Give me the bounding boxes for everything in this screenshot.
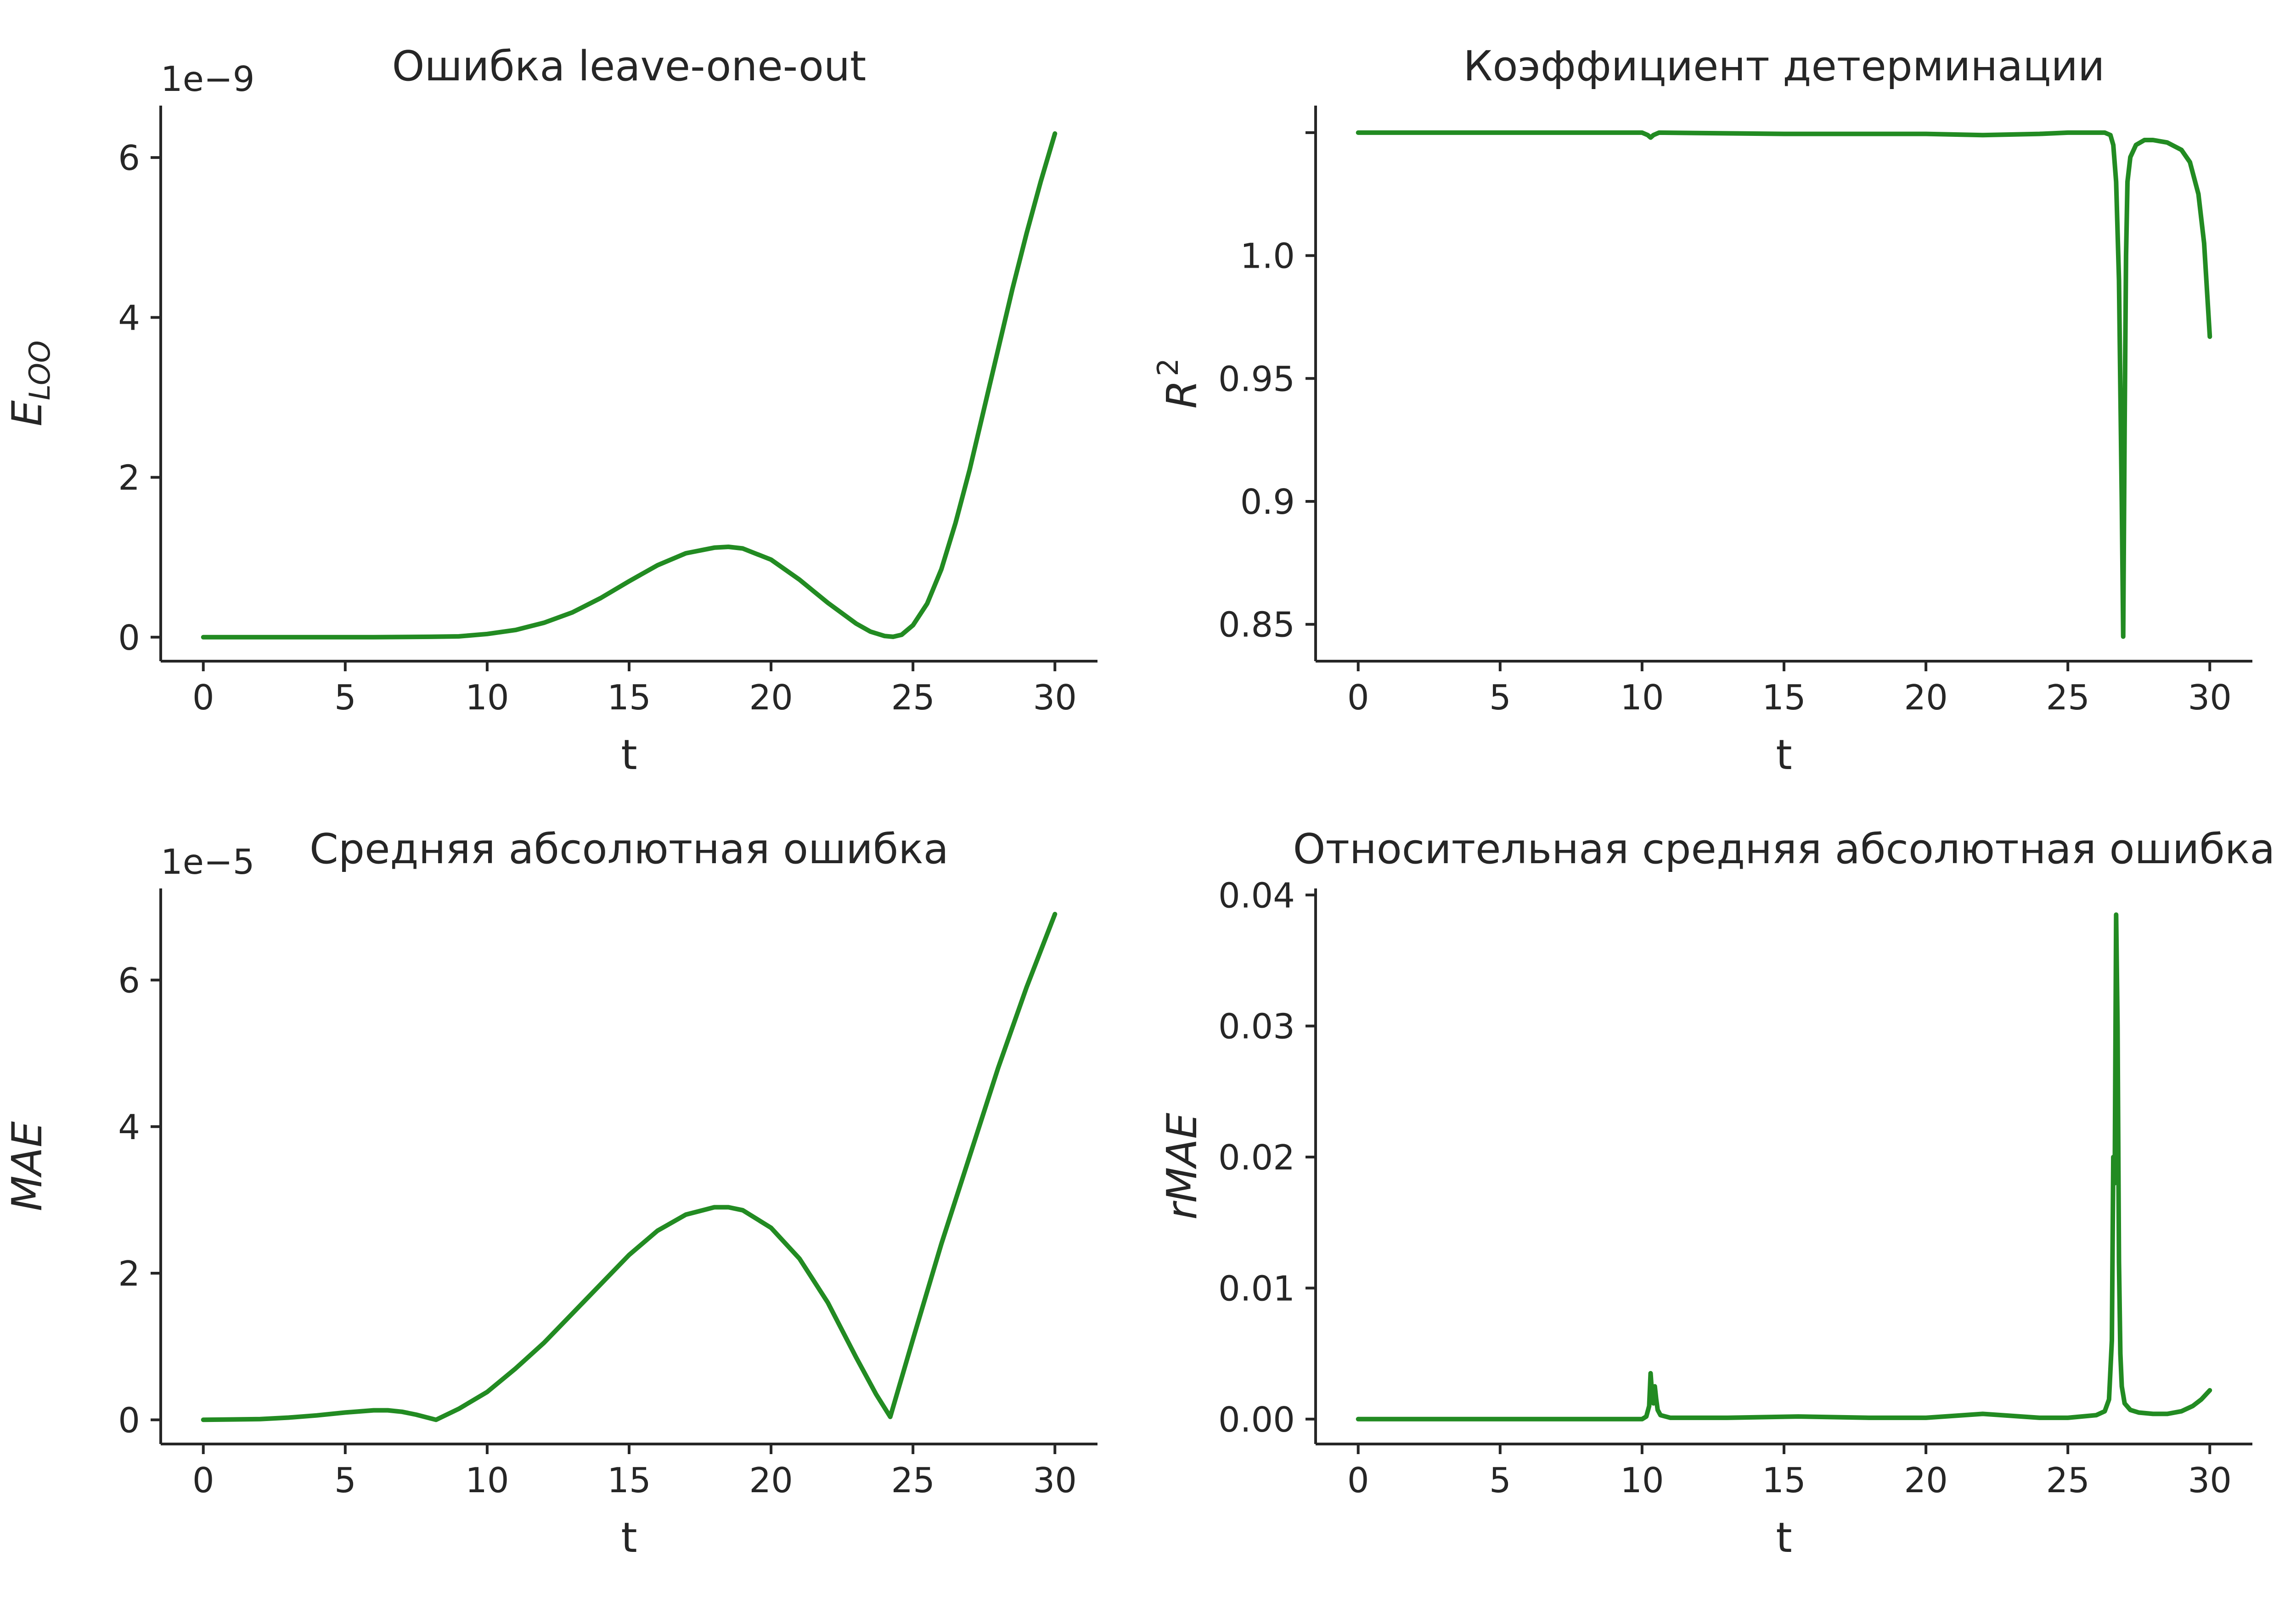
x-tick-label: 25: [2046, 1460, 2089, 1500]
x-tick-label: 5: [1489, 677, 1511, 718]
x-axis-label: t: [621, 1514, 637, 1562]
y-axis-label-subscript: LOO: [23, 340, 56, 400]
panel-loo-error: 0 5 10 15 20 25 30 0 2 4 6 Ошибка leave-one-out 1e−9…: [3, 42, 1097, 779]
x-tick-label: 20: [749, 1460, 793, 1500]
y-tick-label: 6: [118, 961, 140, 1001]
offset-label: 1e−5: [161, 842, 254, 882]
x-tick-label: 0: [192, 677, 214, 718]
x-tick-label: 25: [891, 1460, 934, 1500]
y-tick-label: 0: [118, 618, 140, 658]
x-tick-label: 25: [891, 677, 934, 718]
series-line: [201, 131, 1058, 640]
panel-mae: 0 5 10 15 20 25 30 0 2 4 6 Средняя абсолютная ошибк…: [3, 825, 1097, 1562]
panel-rmae: 0 5 10 15 20 25 30 0.00 0.01 0.02 0.03 0.04Относите…: [1158, 825, 2275, 1562]
x-tick-label: 15: [1762, 1460, 1806, 1500]
y-tick-label: 4: [118, 1107, 140, 1147]
x-tick-label: 20: [1904, 677, 1947, 718]
series-line: [201, 911, 1058, 1422]
y-tick-label: 2: [118, 1253, 140, 1294]
y-tick-label: 0.01: [1218, 1268, 1295, 1309]
chart-title: Ошибка leave-one-out: [392, 42, 867, 90]
x-tick-label: 10: [465, 1460, 509, 1500]
x-axis-label: t: [621, 731, 637, 779]
x-tick-label: 0: [192, 1460, 214, 1500]
y-axis-label: MAE: [3, 1121, 51, 1211]
x-tick-label: 30: [2188, 1460, 2232, 1500]
x-tick-label: 10: [465, 677, 509, 718]
offset-label: 1e−9: [161, 59, 254, 99]
x-tick-label: 30: [1033, 1460, 1077, 1500]
x-tick-label: 15: [607, 677, 651, 718]
x-axis-label: t: [1776, 731, 1792, 779]
x-tick-label: 25: [2046, 677, 2089, 718]
x-tick-label: 10: [1620, 677, 1664, 718]
y-tick-label: 2: [118, 458, 140, 498]
x-tick-label: 5: [1489, 1460, 1511, 1500]
y-tick-label: 6: [118, 138, 140, 178]
chart-title: Относительная средняя абсолютная ошибка: [1293, 825, 2275, 873]
y-tick-label: 0.85: [1218, 605, 1295, 645]
y-tick-label: 0.95: [1218, 359, 1295, 399]
y-tick-label: 0.02: [1218, 1137, 1295, 1178]
x-tick-label: 15: [1762, 677, 1806, 718]
y-tick-label: 0: [118, 1400, 140, 1440]
x-tick-label: 30: [1033, 677, 1077, 718]
x-tick-label: 30: [2188, 677, 2232, 718]
chart-title: Средняя абсолютная ошибка: [310, 825, 949, 873]
y-tick-label: 0.9: [1240, 482, 1295, 522]
y-tick-label: 4: [118, 298, 140, 338]
x-tick-label: 0: [1347, 1460, 1369, 1500]
chart-title: Коэффициент детерминации: [1463, 42, 2105, 90]
x-axis-label: t: [1776, 1514, 1792, 1562]
y-tick-label: 0.04: [1218, 875, 1295, 916]
x-tick-label: 5: [334, 677, 356, 718]
panel-r2: 0 5 10 15 20 25 30 0.85 0.9 0.95 1.0 Коэффициент де…: [1151, 42, 2252, 779]
x-tick-label: 15: [607, 1460, 651, 1500]
y-tick-label: 1.0: [1240, 236, 1295, 276]
x-tick-label: 20: [1904, 1460, 1947, 1500]
series-line: [1356, 912, 2212, 1422]
x-tick-label: 5: [334, 1460, 356, 1500]
y-axis-label: rMAE: [1158, 1113, 1206, 1219]
y-tick-label: 0.00: [1218, 1399, 1295, 1440]
y-tick-label: 0.03: [1218, 1006, 1295, 1047]
y-axis-label-superscript: 2: [1151, 358, 1185, 376]
x-tick-label: 10: [1620, 1460, 1664, 1500]
x-tick-label: 0: [1347, 677, 1369, 718]
series-line: [1356, 130, 2212, 639]
x-tick-label: 20: [749, 677, 793, 718]
